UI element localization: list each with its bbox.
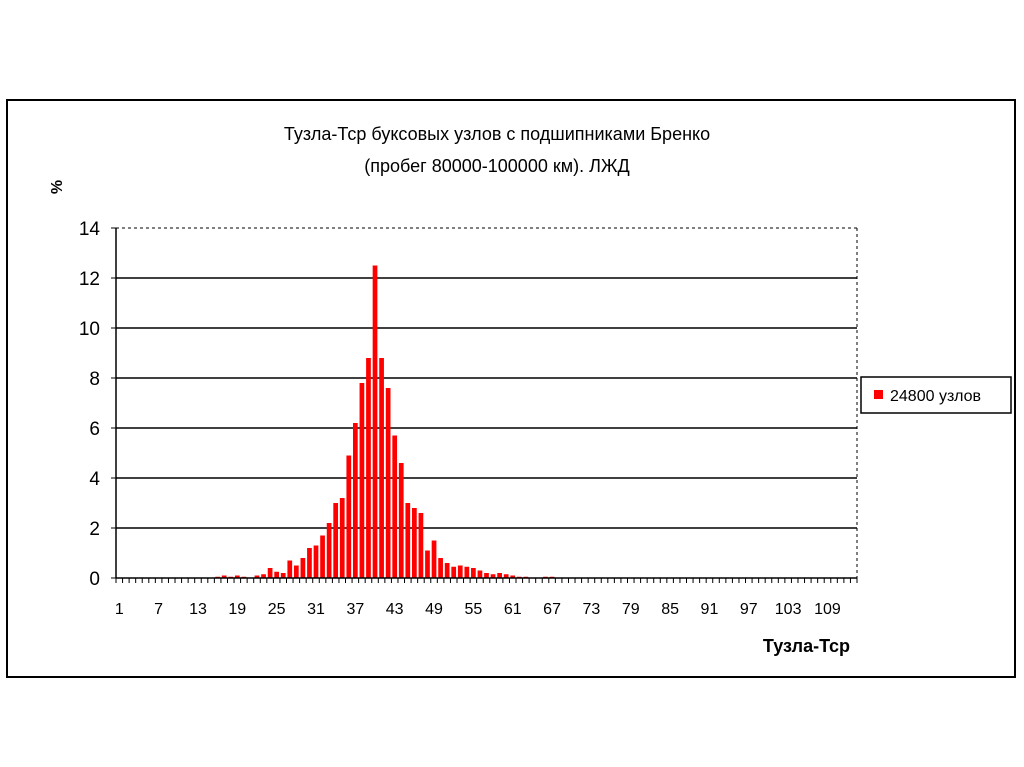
bar: [234, 575, 240, 578]
x-tick-label: 67: [543, 601, 561, 618]
bar: [457, 565, 463, 578]
bar: [425, 550, 430, 578]
bar: [313, 545, 319, 578]
bar: [339, 498, 345, 578]
bar: [471, 568, 476, 578]
x-tick-label: 79: [622, 601, 640, 618]
bar: [320, 535, 325, 578]
chart-subtitle: (пробег 80000-100000 км). ЛЖД: [364, 156, 629, 176]
bar: [431, 540, 437, 578]
x-tick-label: 103: [775, 601, 802, 618]
bar: [438, 558, 443, 578]
x-axis-label: Тузла-Тср: [763, 636, 850, 656]
x-tick-label: 13: [189, 601, 207, 618]
bar: [451, 566, 457, 578]
grid-lines: [116, 227, 858, 578]
legend-label: 24800 узлов: [890, 388, 981, 405]
bar: [412, 508, 417, 578]
x-tick-label: 97: [740, 601, 758, 618]
bar: [346, 455, 352, 578]
bar: [477, 570, 483, 578]
bar: [398, 463, 404, 578]
bar: [490, 574, 496, 578]
x-tick-label: 61: [504, 601, 522, 618]
x-tick-label: 37: [346, 601, 364, 618]
y-tick-label: 2: [89, 519, 100, 540]
x-tick-label: 1: [115, 601, 124, 618]
bar: [484, 573, 489, 578]
bar: [307, 548, 312, 578]
bar: [280, 573, 286, 578]
bar: [274, 571, 280, 578]
bar: [418, 513, 424, 578]
x-tick-labels: 1 7 13 19 25 31 37 43 49 55 61 67 73 79 85 91 97 103 109: [115, 601, 841, 618]
bar: [497, 573, 502, 578]
y-tick-label: 10: [79, 319, 100, 340]
x-tick-label: 49: [425, 601, 443, 618]
chart-frame: [6, 99, 1016, 678]
x-tick-label: 73: [583, 601, 601, 618]
bar: [261, 574, 266, 578]
bar: [254, 575, 260, 578]
x-tick-label: 109: [814, 601, 841, 618]
x-tick-label: 7: [154, 601, 163, 618]
bar: [503, 574, 509, 578]
bar: [444, 563, 450, 578]
bars: [215, 265, 555, 578]
chart-title: Тузла-Тср буксовых узлов с подшипниками …: [284, 124, 710, 144]
bar: [300, 558, 306, 578]
y-tick-label: 12: [79, 269, 100, 290]
bar: [405, 503, 411, 578]
bar: [221, 575, 227, 578]
y-tick-label: 6: [89, 419, 100, 440]
y-tick-label: 8: [89, 369, 100, 390]
legend-box: [860, 376, 1012, 414]
bar: [392, 435, 398, 578]
x-tick-label: 25: [268, 601, 286, 618]
x-tick-label: 43: [386, 601, 404, 618]
legend-swatch: [874, 390, 883, 399]
legend: 24800 узлов: [860, 376, 1012, 414]
bar: [385, 388, 391, 578]
bar: [352, 423, 358, 578]
x-tick-label: 55: [464, 601, 482, 618]
bar: [333, 503, 339, 578]
bar: [326, 523, 332, 578]
y-tick-label: 14: [79, 219, 101, 240]
x-tick-label: 31: [307, 601, 325, 618]
bar: [464, 566, 470, 578]
bar: [366, 358, 371, 578]
bar: [510, 575, 516, 578]
bar: [379, 358, 384, 578]
axes: [111, 227, 858, 583]
bar: [267, 568, 273, 578]
y-axis-label: %: [49, 180, 66, 194]
x-tick-label: 91: [701, 601, 719, 618]
y-tick-label: 0: [89, 569, 100, 590]
bar: [359, 383, 365, 578]
bar: [287, 560, 293, 578]
x-tick-label: 19: [228, 601, 246, 618]
bar: [293, 565, 299, 578]
y-tick-label: 4: [89, 469, 100, 490]
x-tick-label: 85: [661, 601, 679, 618]
bar: [372, 265, 378, 578]
y-tick-labels: 0 2 4 6 8 10 12 14: [79, 219, 101, 590]
